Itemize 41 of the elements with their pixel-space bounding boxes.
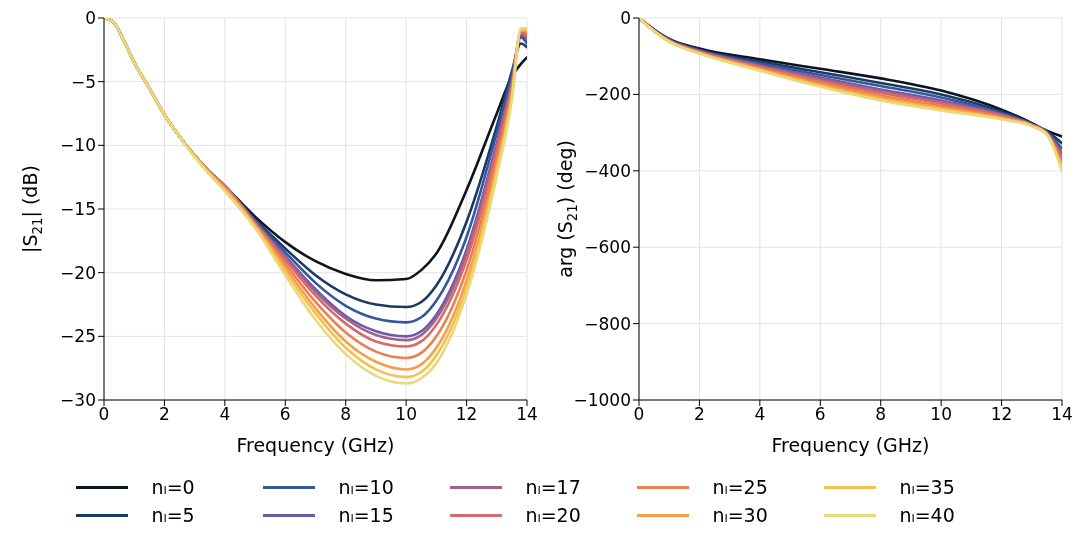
y-tick-label: −400 <box>584 160 631 181</box>
x-tick-label: 2 <box>159 404 170 425</box>
y-tick-label: 0 <box>85 8 96 29</box>
legend-label: nₗ=0 <box>151 476 195 498</box>
x-tick-label: 8 <box>875 404 887 425</box>
x-tick-label: 4 <box>219 404 231 425</box>
x-tick-label: 10 <box>395 404 417 425</box>
y-tick-label: −15 <box>60 199 96 220</box>
y-tick-label: −30 <box>60 390 96 411</box>
x-tick-label: 12 <box>455 404 478 425</box>
y-tick-label: −25 <box>60 326 96 347</box>
x-tick-label: 0 <box>98 404 110 425</box>
y-tick-label: −10 <box>60 135 96 156</box>
legend-label: nₗ=40 <box>899 504 955 526</box>
legend-label: nₗ=5 <box>151 504 195 526</box>
x-tick-label: 2 <box>694 404 705 425</box>
legend-label: nₗ=15 <box>338 504 394 526</box>
legend-label: nₗ=20 <box>525 504 581 526</box>
x-tick-label: 8 <box>340 404 352 425</box>
x-axis-title: Frequency (GHz) <box>771 434 930 456</box>
legend-label: nₗ=17 <box>525 476 581 498</box>
x-tick-label: 14 <box>1051 404 1073 425</box>
x-tick-label: 12 <box>990 404 1013 425</box>
y-tick-label: −600 <box>584 237 631 258</box>
x-tick-label: 6 <box>814 404 826 425</box>
legend-label: nₗ=10 <box>338 476 394 498</box>
x-tick-label: 4 <box>754 404 766 425</box>
legend-label: nₗ=30 <box>712 504 768 526</box>
x-tick-label: 14 <box>516 404 538 425</box>
legend-label: nₗ=25 <box>712 476 768 498</box>
y-tick-label: −200 <box>584 84 631 105</box>
x-tick-label: 0 <box>633 404 645 425</box>
y-tick-label: −5 <box>70 71 96 92</box>
y-tick-label: 0 <box>620 8 631 29</box>
y-tick-label: −1000 <box>573 390 631 411</box>
legend-label: nₗ=35 <box>899 476 955 498</box>
y-tick-label: −20 <box>60 262 96 283</box>
x-axis-title: Frequency (GHz) <box>236 434 395 456</box>
y-tick-label: −800 <box>584 313 631 334</box>
x-tick-label: 6 <box>279 404 291 425</box>
x-tick-label: 10 <box>930 404 952 425</box>
